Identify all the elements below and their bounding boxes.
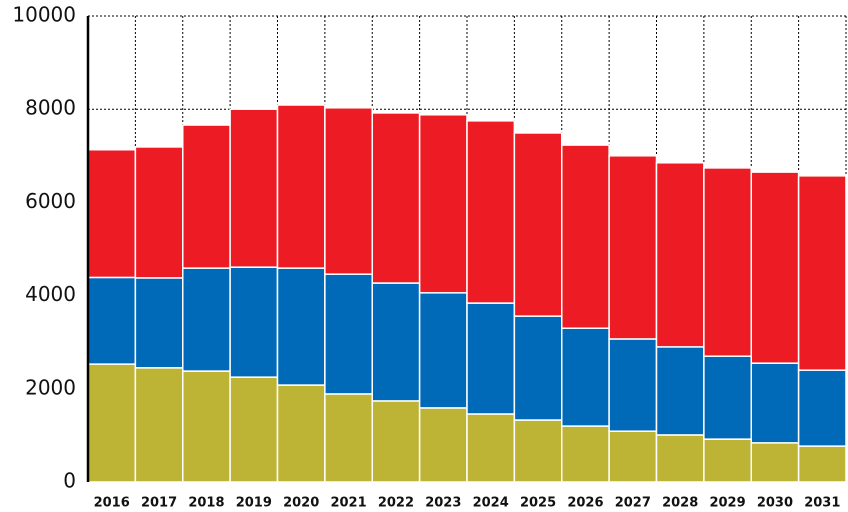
- bar-segment: [182, 370, 231, 483]
- x-tick-label: 2027: [615, 496, 651, 511]
- x-tick-label: 2016: [94, 496, 130, 511]
- bar-segment: [561, 425, 610, 483]
- x-tick-label: 2021: [330, 496, 366, 511]
- x-tick-label: 2020: [283, 496, 319, 511]
- bar-segment: [655, 434, 705, 483]
- bar-segment: [134, 277, 184, 369]
- bar-segment: [703, 355, 752, 440]
- y-tick-label: 6000: [25, 189, 76, 213]
- y-tick-label: 0: [63, 469, 76, 493]
- x-tick-label: 2028: [662, 496, 698, 511]
- bar-segment: [655, 162, 705, 348]
- bar-segment: [561, 144, 610, 329]
- bar-segment: [750, 362, 800, 444]
- y-tick-label: 4000: [25, 282, 76, 306]
- bar-segment: [276, 384, 326, 483]
- bar-segment: [87, 148, 137, 279]
- x-tick-label: 2025: [520, 496, 556, 511]
- bar-segment: [513, 419, 563, 483]
- y-tick-label: 8000: [25, 96, 76, 120]
- x-tick-label: 2031: [804, 496, 840, 511]
- bar-segment: [324, 393, 373, 483]
- x-tick-label: 2017: [141, 496, 177, 511]
- bar-segment: [608, 155, 658, 340]
- bar-segment: [513, 132, 563, 317]
- bar-segment: [371, 282, 421, 402]
- bar-segment: [418, 114, 468, 294]
- bar-segment: [466, 120, 516, 304]
- x-tick-label: 2022: [378, 496, 414, 511]
- x-tick-label: 2026: [567, 496, 603, 511]
- bar-segment: [418, 407, 468, 483]
- bar-segment: [655, 346, 705, 436]
- bar-segment: [703, 438, 752, 483]
- x-tick-label: 2019: [236, 496, 272, 511]
- bar-segment: [182, 267, 231, 372]
- bar-segment: [750, 171, 800, 364]
- x-tick-label: 2023: [425, 496, 461, 511]
- bar-segment: [371, 400, 421, 483]
- bar-segment: [797, 175, 847, 371]
- bar-segment: [182, 124, 231, 269]
- bar-segment: [229, 108, 279, 268]
- x-tick-label: 2029: [709, 496, 745, 511]
- bar-segment: [229, 376, 279, 483]
- bar-segment: [797, 445, 847, 483]
- x-tick-label: 2024: [473, 496, 509, 511]
- bar-segment: [608, 430, 658, 483]
- bar-segment: [466, 413, 516, 483]
- bar-segment: [134, 367, 184, 483]
- bar-segment: [324, 107, 373, 275]
- bar-segment: [324, 273, 373, 395]
- bar-segment: [371, 112, 421, 284]
- bar-segment: [797, 369, 847, 447]
- bar-segment: [608, 338, 658, 432]
- bar-segment: [134, 146, 184, 279]
- bar-segment: [229, 266, 279, 378]
- bar-segment: [418, 292, 468, 409]
- bar-segment: [750, 442, 800, 483]
- bar-segment: [561, 327, 610, 427]
- bar-segment: [87, 276, 137, 365]
- bar-segment: [276, 104, 326, 269]
- bar-segment: [703, 167, 752, 357]
- bar-segment: [513, 315, 563, 421]
- bar-segment: [466, 302, 516, 415]
- bar-segment: [276, 267, 326, 386]
- bar-segment: [87, 363, 137, 483]
- x-tick-label: 2030: [757, 496, 793, 511]
- y-tick-label: 2000: [25, 375, 76, 399]
- y-tick-label: 10000: [12, 3, 76, 27]
- x-tick-label: 2018: [188, 496, 224, 511]
